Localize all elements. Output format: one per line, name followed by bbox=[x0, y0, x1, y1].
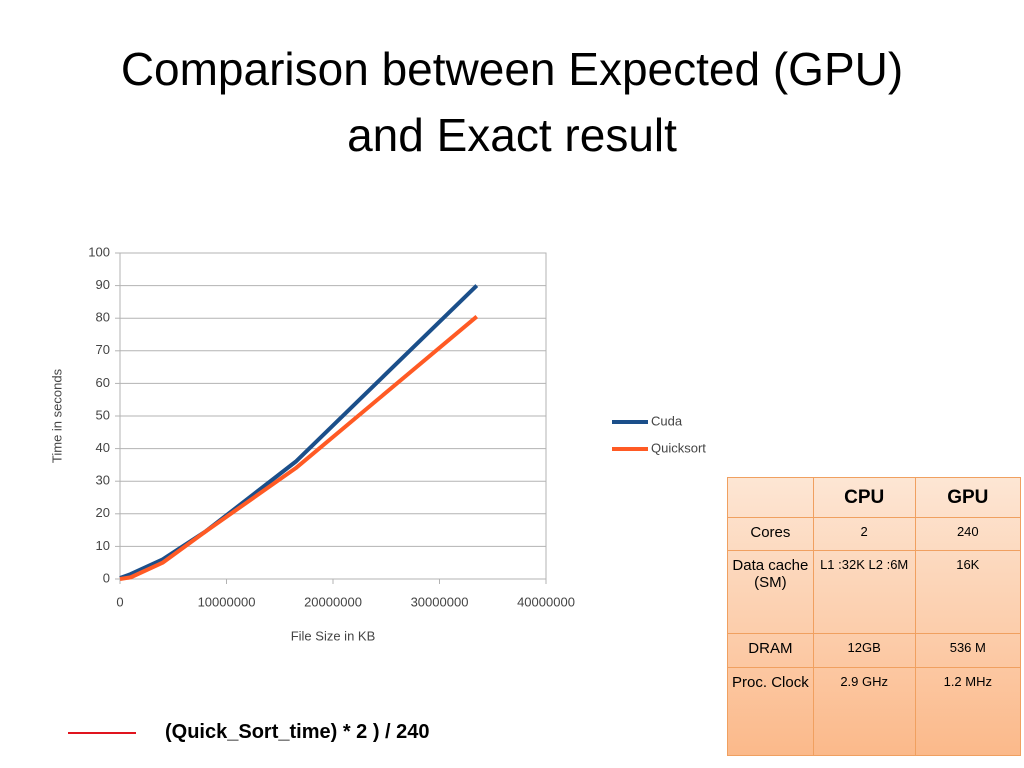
table-cell: 1.2 MHz bbox=[914, 667, 1022, 756]
y-tick-label: 40 bbox=[96, 440, 110, 455]
x-tick-label: 40000000 bbox=[517, 594, 575, 609]
header-cell: CPU bbox=[812, 477, 916, 518]
table-row: Proc. Clock 2.9 GHz 1.2 MHz bbox=[727, 667, 1022, 756]
table-cell: 240 bbox=[914, 517, 1022, 551]
note-line bbox=[68, 732, 136, 734]
y-tick-label: 60 bbox=[96, 375, 110, 390]
y-tick-label: 70 bbox=[96, 342, 110, 357]
title-line: and Exact result bbox=[347, 109, 677, 161]
title-line: Comparison between Expected (GPU) bbox=[120, 43, 904, 95]
y-tick-label: 10 bbox=[96, 538, 110, 553]
y-tick-label: 80 bbox=[96, 310, 110, 325]
line-series bbox=[119, 284, 479, 580]
x-tick-label: 30000000 bbox=[411, 594, 469, 609]
table-cell: 2 bbox=[812, 517, 916, 551]
x-tick-label: 10000000 bbox=[198, 594, 256, 609]
header-cell bbox=[727, 477, 814, 518]
y-axis-label: Time in seconds bbox=[49, 368, 64, 463]
x-tick-label: 20000000 bbox=[304, 594, 362, 609]
table-cell: Data cache (SM) bbox=[727, 550, 814, 634]
note: (Quick_Sort_time) * 2 ) / 240 bbox=[165, 721, 430, 743]
y-tick-label: 100 bbox=[88, 244, 110, 259]
table-cell: Proc. Clock bbox=[727, 667, 814, 756]
table-cell: 12GB bbox=[812, 633, 916, 668]
y-tick-label: 30 bbox=[96, 473, 110, 488]
y-tick-label: 90 bbox=[96, 277, 110, 292]
chart: 0 10 20 30 40 50 60 70 80 90 100 0 10000000 20000000 3… bbox=[49, 244, 706, 643]
y-tick-label: 0 bbox=[103, 570, 110, 585]
table-cell: 16K bbox=[914, 550, 1022, 634]
table-cell: DRAM bbox=[727, 633, 814, 668]
y-tick-label: 20 bbox=[96, 505, 110, 520]
table-row: Data cache (SM) L1 :32K L2 :6M 16K bbox=[727, 550, 1022, 634]
legend-label: Quicksort bbox=[651, 440, 706, 455]
legend-label: Cuda bbox=[651, 413, 683, 428]
plot-frame bbox=[119, 252, 547, 580]
table-cell: Cores bbox=[727, 517, 814, 551]
line-series bbox=[119, 315, 479, 581]
table-cell: L1 :32K L2 :6M bbox=[812, 550, 916, 634]
x-tick-label: 0 bbox=[116, 594, 123, 609]
x-axis-label: File Size in KB bbox=[291, 628, 376, 643]
table-cell: 2.9 GHz bbox=[812, 667, 916, 756]
table-row: Cores 2 240 bbox=[727, 517, 1022, 551]
y-tick-label: 50 bbox=[96, 407, 110, 422]
table-row: DRAM 12GB 536 M bbox=[727, 633, 1022, 668]
spec-table: CPU GPU Cores 2 240 Data cache (SM) L1 :32K L2… bbox=[727, 477, 1022, 756]
table-cell: 536 M bbox=[914, 633, 1022, 668]
table-header-row: CPU GPU bbox=[727, 477, 1022, 518]
slide-title: Comparison between Expected (GPU) and Ex… bbox=[0, 36, 1024, 168]
header-cell: GPU bbox=[914, 477, 1022, 518]
